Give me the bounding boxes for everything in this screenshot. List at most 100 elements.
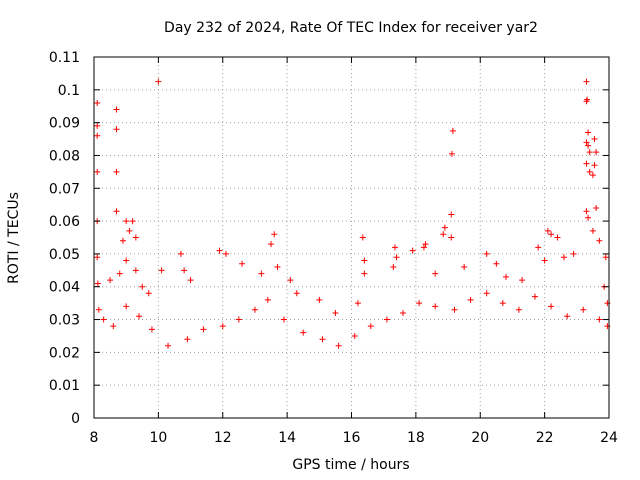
data-point	[359, 234, 366, 241]
data-point	[535, 244, 542, 251]
data-point	[531, 293, 538, 300]
axis-ticks	[93, 56, 610, 419]
data-point	[583, 208, 590, 215]
data-point	[110, 323, 117, 330]
data-point	[585, 214, 592, 221]
data-point	[287, 277, 294, 284]
x-tick-label: 24	[600, 430, 618, 446]
y-tick-label: 0.04	[49, 280, 80, 296]
data-point	[596, 316, 603, 323]
data-point	[300, 329, 307, 336]
data-point	[602, 254, 609, 261]
data-point	[158, 267, 165, 274]
y-tick-label: 0.11	[49, 50, 80, 66]
x-tick-label: 14	[278, 430, 296, 446]
data-point	[132, 234, 139, 241]
data-point	[585, 129, 592, 136]
data-point	[361, 270, 368, 277]
x-tick-labels: 8 10 12 14 16 18 20 22 24	[90, 430, 618, 446]
data-point	[235, 316, 242, 323]
data-point	[441, 224, 448, 231]
data-point	[145, 290, 152, 297]
data-point	[200, 326, 207, 333]
y-axis-label: ROTI / TECUs	[6, 192, 22, 284]
data-point	[113, 106, 120, 113]
data-point	[123, 303, 130, 310]
data-point	[222, 250, 229, 257]
data-point	[319, 336, 326, 343]
data-point	[544, 227, 551, 234]
data-point	[409, 247, 416, 254]
data-point	[383, 316, 390, 323]
data-point	[515, 306, 522, 313]
data-point	[94, 99, 101, 106]
data-point	[541, 257, 548, 264]
y-tick-label: 0.01	[49, 378, 80, 394]
data-point	[393, 254, 400, 261]
data-point	[119, 237, 126, 244]
data-point	[258, 270, 265, 277]
data-point	[583, 139, 590, 146]
data-point	[570, 250, 577, 257]
data-point	[177, 250, 184, 257]
data-point	[181, 267, 188, 274]
data-point	[483, 250, 490, 257]
y-tick-label: 0.08	[49, 148, 80, 164]
data-point	[548, 303, 555, 310]
chart-title: Day 232 of 2024, Rate Of TEC Index for r…	[164, 20, 538, 36]
x-tick-label: 20	[471, 430, 489, 446]
data-point	[293, 290, 300, 297]
data-point	[113, 168, 120, 175]
data-point	[499, 300, 506, 307]
data-point	[271, 231, 278, 238]
data-point	[586, 149, 593, 156]
data-point	[100, 316, 107, 323]
y-tick-label: 0.07	[49, 181, 80, 197]
x-tick-label: 22	[536, 430, 554, 446]
data-point	[584, 96, 591, 103]
y-tick-label: 0.03	[49, 313, 80, 329]
grid-lines	[94, 57, 609, 418]
x-tick-label: 8	[90, 430, 99, 446]
data-point	[432, 303, 439, 310]
y-tick-label: 0.1	[58, 83, 80, 99]
data-point	[589, 172, 596, 179]
x-tick-label: 16	[343, 430, 361, 446]
data-point	[126, 227, 133, 234]
data-point	[591, 136, 598, 143]
data-point	[591, 162, 598, 169]
data-point	[274, 264, 281, 271]
data-point	[361, 257, 368, 264]
data-point	[451, 306, 458, 313]
y-tick-label: 0.06	[49, 214, 80, 230]
data-point	[239, 260, 246, 267]
data-point	[548, 231, 555, 238]
data-point	[219, 323, 226, 330]
data-point	[113, 126, 120, 133]
data-point	[123, 218, 130, 225]
data-point	[503, 273, 509, 280]
data-point	[554, 234, 561, 241]
data-point	[332, 309, 339, 316]
data-point	[519, 277, 526, 284]
data-point	[116, 270, 123, 277]
data-point	[113, 208, 120, 215]
data-point	[136, 313, 143, 320]
data-point	[184, 336, 191, 343]
data-point	[493, 260, 500, 267]
data-point	[148, 326, 155, 333]
data-point	[123, 257, 130, 264]
data-point	[268, 241, 275, 248]
data-point	[94, 280, 101, 287]
data-point	[583, 160, 590, 167]
data-point	[155, 78, 162, 85]
y-tick-labels: 0 0.01 0.02 0.03 0.04 0.05 0.06 0.07 0.08 0.09 0.1…	[49, 50, 80, 427]
data-point	[593, 204, 600, 211]
data-point	[585, 142, 592, 149]
y-tick-label: 0.02	[49, 345, 80, 361]
y-tick-label: 0.05	[49, 247, 80, 263]
x-axis-label: GPS time / hours	[292, 457, 409, 473]
data-point	[580, 306, 587, 313]
data-point	[94, 122, 101, 129]
